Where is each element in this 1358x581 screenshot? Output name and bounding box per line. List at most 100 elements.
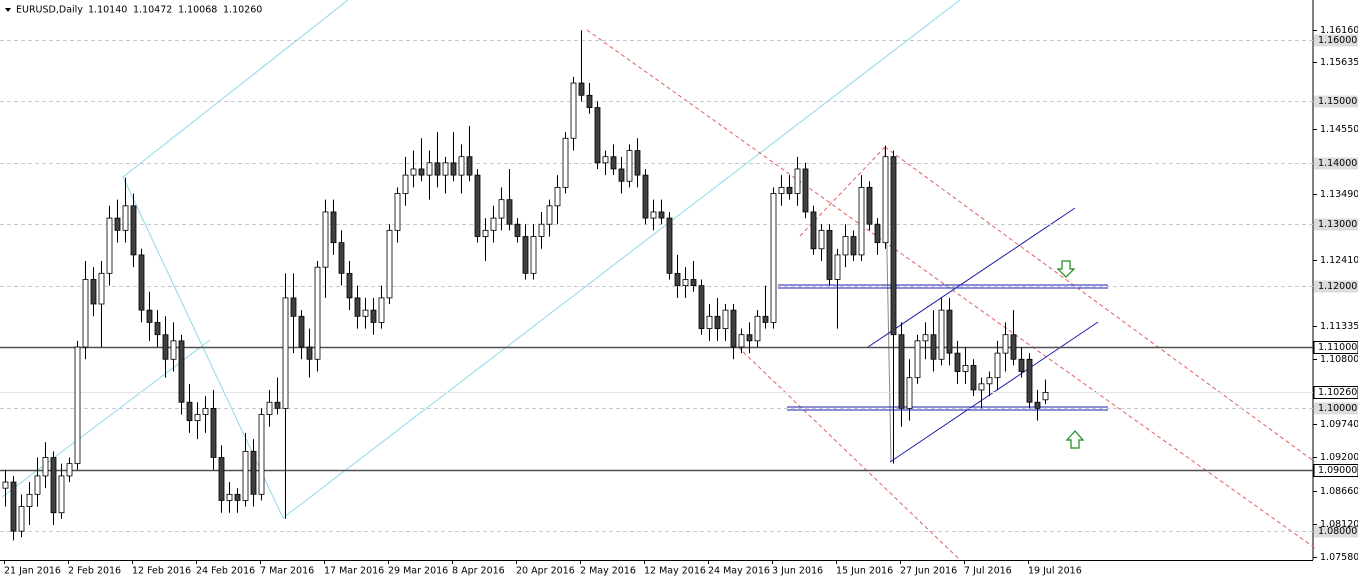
y-tick-label: 1.11335 bbox=[1320, 321, 1358, 332]
candle-body bbox=[258, 414, 265, 495]
level-label-box bbox=[1314, 95, 1358, 108]
x-tick-label: 29 Mar 2016 bbox=[388, 566, 448, 577]
candle-body bbox=[210, 407, 217, 458]
candle-body bbox=[50, 457, 57, 514]
candle-body bbox=[298, 315, 305, 348]
candle-body bbox=[474, 174, 481, 237]
header-value: 1.10260 bbox=[223, 5, 262, 16]
x-tick-label: 15 Jun 2016 bbox=[836, 566, 893, 577]
candle-body bbox=[194, 414, 201, 422]
hline-label-box bbox=[1313, 341, 1358, 354]
level-label-box bbox=[1314, 280, 1358, 293]
candle-body bbox=[794, 168, 801, 194]
candle-body bbox=[866, 186, 873, 225]
candle-body bbox=[714, 315, 721, 329]
level-label: 1.10000 bbox=[1318, 403, 1357, 414]
candle-body bbox=[874, 223, 881, 244]
candle-body bbox=[626, 150, 633, 182]
candle-body bbox=[122, 205, 129, 231]
x-tick-label: 8 Apr 2016 bbox=[452, 566, 505, 577]
candle-body bbox=[978, 383, 985, 391]
candle-body bbox=[842, 236, 849, 256]
level-label-box bbox=[1314, 525, 1358, 538]
candle-body bbox=[930, 334, 937, 360]
y-tick-label: 1.16160 bbox=[1320, 25, 1358, 36]
candle-body bbox=[1042, 392, 1049, 401]
candle-body bbox=[466, 156, 473, 176]
candle-body bbox=[434, 162, 441, 176]
candle-body bbox=[10, 481, 17, 532]
candle-body bbox=[946, 309, 953, 354]
level-label: 1.08000 bbox=[1318, 526, 1357, 537]
candle-body bbox=[970, 365, 977, 391]
candle-body bbox=[450, 162, 457, 176]
y-tick-label: 1.10800 bbox=[1320, 354, 1358, 365]
candle-body bbox=[682, 279, 689, 287]
candle-body bbox=[242, 450, 249, 501]
candle-body bbox=[890, 156, 897, 336]
candle-body bbox=[1026, 358, 1033, 403]
candle-body bbox=[218, 457, 225, 501]
x-tick-label: 7 Mar 2016 bbox=[260, 566, 314, 577]
y-tick-label: 1.09200 bbox=[1320, 452, 1358, 463]
x-tick-label: 21 Jan 2016 bbox=[4, 566, 61, 577]
candle-body bbox=[602, 156, 609, 164]
candle-body bbox=[378, 297, 385, 323]
level-label-box bbox=[1314, 34, 1358, 47]
level-label-box bbox=[1314, 157, 1358, 170]
trend-line bbox=[122, 0, 349, 178]
header-value: 1.10140 bbox=[88, 5, 127, 16]
candle-body bbox=[226, 493, 233, 501]
candle-body bbox=[962, 365, 969, 372]
x-tick-label: 17 Mar 2016 bbox=[324, 566, 384, 577]
candle-body bbox=[66, 463, 73, 477]
candle-body bbox=[314, 266, 321, 360]
level-label-box bbox=[1314, 402, 1358, 415]
candle-body bbox=[578, 82, 585, 96]
x-tick-label: 7 Jul 2016 bbox=[964, 566, 1012, 577]
candle-body bbox=[250, 450, 257, 495]
candle-body bbox=[522, 236, 529, 274]
candle-body bbox=[170, 340, 177, 360]
candle-body bbox=[290, 297, 297, 317]
x-tick-label: 24 May 2016 bbox=[708, 566, 770, 577]
candle-body bbox=[1018, 358, 1025, 372]
x-tick-label: 24 Feb 2016 bbox=[196, 566, 255, 577]
y-tick-label: 1.15635 bbox=[1320, 57, 1358, 68]
candle-body bbox=[354, 297, 361, 317]
candle-body bbox=[178, 340, 185, 403]
candle-body bbox=[370, 309, 377, 323]
candle-body bbox=[834, 254, 841, 280]
trend-line bbox=[282, 0, 961, 519]
candle-body bbox=[418, 168, 425, 176]
candle-body bbox=[410, 168, 417, 176]
candle-body bbox=[26, 493, 33, 507]
candle-body bbox=[634, 150, 641, 176]
candle-body bbox=[610, 156, 617, 170]
candle-body bbox=[690, 279, 697, 287]
candle-body bbox=[106, 217, 113, 274]
header-value: 1.10472 bbox=[133, 5, 172, 16]
candle-body bbox=[810, 211, 817, 250]
candle-body bbox=[906, 377, 913, 409]
candle-body bbox=[938, 309, 945, 360]
candle-body bbox=[802, 168, 809, 213]
candle-body bbox=[650, 211, 657, 219]
candle-body bbox=[186, 401, 193, 422]
candle-body bbox=[394, 193, 401, 231]
candle-body bbox=[1034, 401, 1041, 409]
candle-body bbox=[234, 493, 241, 501]
candle-body bbox=[746, 334, 753, 342]
hline-label: 1.11000 bbox=[1318, 342, 1357, 353]
x-tick-label: 2 May 2016 bbox=[580, 566, 636, 577]
candle-body bbox=[666, 217, 673, 274]
y-tick-label: 1.14550 bbox=[1320, 124, 1358, 135]
candle-body bbox=[506, 199, 513, 225]
candle-body bbox=[322, 211, 329, 268]
x-tick-label: 19 Jul 2016 bbox=[1028, 566, 1082, 577]
candle-body bbox=[18, 506, 25, 532]
x-tick-label: 20 Apr 2016 bbox=[516, 566, 575, 577]
